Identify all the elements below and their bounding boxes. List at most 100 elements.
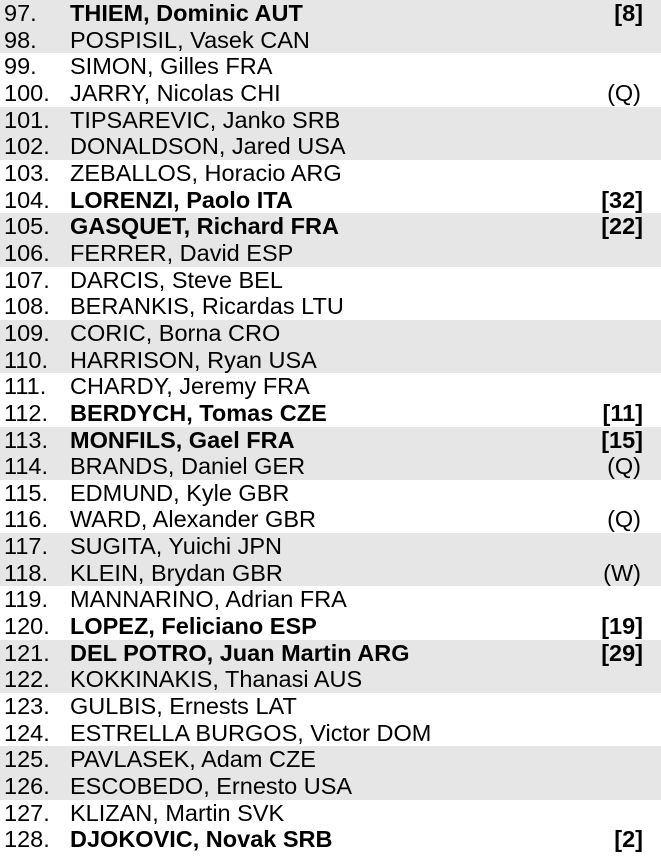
draw-row: 103. ZEBALLOS, Horacio ARG (0, 160, 661, 187)
draw-row: 111. CHARDY, Jeremy FRA (0, 373, 661, 400)
draw-position: 103. (4, 159, 50, 186)
player-name: DJOKOVIC, Novak SRB (70, 826, 333, 853)
draw-position: 110. (4, 346, 48, 373)
player-name: LOPEZ, Feliciano ESP (70, 613, 317, 640)
player-name: DARCIS, Steve BEL (70, 266, 283, 293)
seed-badge: [11] (602, 399, 644, 426)
draw-row: 120. LOPEZ, Feliciano ESP [19] (0, 613, 661, 640)
draw-row: 114. BRANDS, Daniel GER (Q) (0, 453, 661, 480)
draw-position: 105. (4, 213, 50, 240)
draw-row: 127. KLIZAN, Martin SVK (0, 800, 661, 827)
draw-row: 110. HARRISON, Ryan USA (0, 346, 661, 374)
draw-row: 105. GASQUET, Richard FRA [22] (0, 213, 661, 240)
draw-position: 118. (4, 559, 48, 586)
draw-position: 119. (4, 586, 48, 613)
draw-position: 106. (4, 239, 50, 266)
draw-row: 124. ESTRELLA BURGOS, Victor DOM (0, 720, 661, 747)
draw-row: 121. DEL POTRO, Juan Martin ARG [29] (0, 639, 661, 667)
entry-status-badge: (Q) (607, 79, 641, 106)
player-name: GULBIS, Ernests LAT (70, 693, 297, 720)
draw-row: 99. SIMON, Gilles FRA (0, 53, 661, 80)
draw-row: 107. DARCIS, Steve BEL (0, 267, 661, 294)
draw-position: 109. (4, 319, 50, 346)
draw-row: 115. EDMUND, Kyle GBR (0, 480, 661, 507)
seed-badge: [8] (614, 0, 643, 26)
player-name: KLEIN, Brydan GBR (70, 559, 283, 586)
draw-position: 102. (4, 133, 50, 160)
seed-badge: [15] (601, 426, 643, 453)
draw-row: 128. DJOKOVIC, Novak SRB [2] (0, 826, 661, 853)
draw-position: 115. (4, 479, 48, 506)
draw-row: 117. SUGITA, Yuichi JPN (0, 533, 661, 560)
draw-position: 117. (4, 533, 48, 560)
draw-row: 118. KLEIN, Brydan GBR (W) (0, 559, 661, 587)
seed-badge: [29] (601, 639, 643, 666)
player-name: CORIC, Borna CRO (70, 319, 281, 346)
player-name: WARD, Alexander GBR (70, 506, 316, 533)
draw-row: 119. MANNARINO, Adrian FRA (0, 586, 661, 613)
player-name: KLIZAN, Martin SVK (70, 799, 285, 826)
draw-position: 123. (4, 693, 50, 720)
draw-position: 101. (4, 106, 50, 133)
draw-row: 122. KOKKINAKIS, Thanasi AUS (0, 666, 661, 694)
draw-position: 104. (4, 186, 50, 213)
draw-position: 116. (4, 506, 48, 533)
draw-row: 98. POSPISIL, Vasek CAN (0, 26, 661, 54)
player-name: ESTRELLA BURGOS, Victor DOM (70, 719, 432, 746)
draw-row: 112. BERDYCH, Tomas CZE [11] (0, 400, 661, 427)
player-name: MANNARINO, Adrian FRA (70, 586, 347, 613)
player-name: PAVLASEK, Adam CZE (70, 746, 316, 773)
player-name: HARRISON, Ryan USA (70, 346, 317, 373)
player-name: LORENZI, Paolo ITA (70, 186, 293, 213)
draw-position: 121. (4, 639, 50, 666)
draw-position: 100. (4, 79, 50, 106)
draw-position: 127. (4, 799, 50, 826)
player-name: BERANKIS, Ricardas LTU (70, 293, 344, 320)
player-name: FERRER, David ESP (70, 239, 294, 266)
player-name: DEL POTRO, Juan Martin ARG (70, 639, 410, 666)
player-name: EDMUND, Kyle GBR (70, 479, 290, 506)
seed-badge: [2] (614, 826, 643, 853)
draw-position: 114. (4, 453, 48, 480)
entry-status-badge: (Q) (607, 506, 641, 533)
draw-position: 97. (4, 0, 37, 26)
player-name: ZEBALLOS, Horacio ARG (70, 159, 342, 186)
player-name: TIPSAREVIC, Janko SRB (70, 106, 341, 133)
draw-row: 106. FERRER, David ESP (0, 239, 661, 267)
draw-position: 125. (4, 746, 50, 773)
player-name: KOKKINAKIS, Thanasi AUS (70, 666, 363, 693)
player-name: BRANDS, Daniel GER (70, 453, 306, 480)
draw-row: 109. CORIC, Borna CRO (0, 319, 661, 347)
draw-position: 124. (4, 719, 50, 746)
draw-row: 116. WARD, Alexander GBR (Q) (0, 506, 661, 533)
draw-row: 125. PAVLASEK, Adam CZE (0, 746, 661, 774)
draw-row: 126. ESCOBEDO, Ernesto USA (0, 773, 661, 800)
player-name: CHARDY, Jeremy FRA (70, 373, 310, 400)
draw-row: 113. MONFILS, Gael FRA [15] (0, 426, 661, 454)
entry-status-badge: (W) (603, 559, 641, 586)
player-name: SUGITA, Yuichi JPN (70, 533, 283, 560)
draw-position: 126. (4, 773, 50, 800)
draw-position: 99. (4, 53, 37, 80)
draw-position: 128. (4, 826, 50, 853)
player-name: DONALDSON, Jared USA (70, 133, 346, 160)
draw-row: 123. GULBIS, Ernests LAT (0, 693, 661, 720)
seed-badge: [22] (601, 213, 643, 240)
player-name: BERDYCH, Tomas CZE (70, 399, 327, 426)
draw-position: 113. (4, 426, 48, 453)
seed-badge: [32] (601, 186, 643, 213)
draw-position: 98. (4, 26, 37, 53)
draw-row: 100. JARRY, Nicolas CHI (Q) (0, 80, 661, 107)
entry-status-badge: (Q) (607, 453, 641, 480)
draw-position: 108. (4, 293, 50, 320)
draw-position: 111. (4, 373, 47, 400)
draw-row: 97. THIEM, Dominic AUT [8] (0, 0, 661, 27)
draw-position: 112. (4, 399, 48, 426)
player-name: MONFILS, Gael FRA (70, 426, 295, 453)
draw-position: 122. (4, 666, 50, 693)
draw-position: 107. (4, 266, 50, 293)
seed-badge: [19] (601, 613, 643, 640)
player-name: GASQUET, Richard FRA (70, 213, 339, 240)
draw-row: 101. TIPSAREVIC, Janko SRB (0, 106, 661, 134)
